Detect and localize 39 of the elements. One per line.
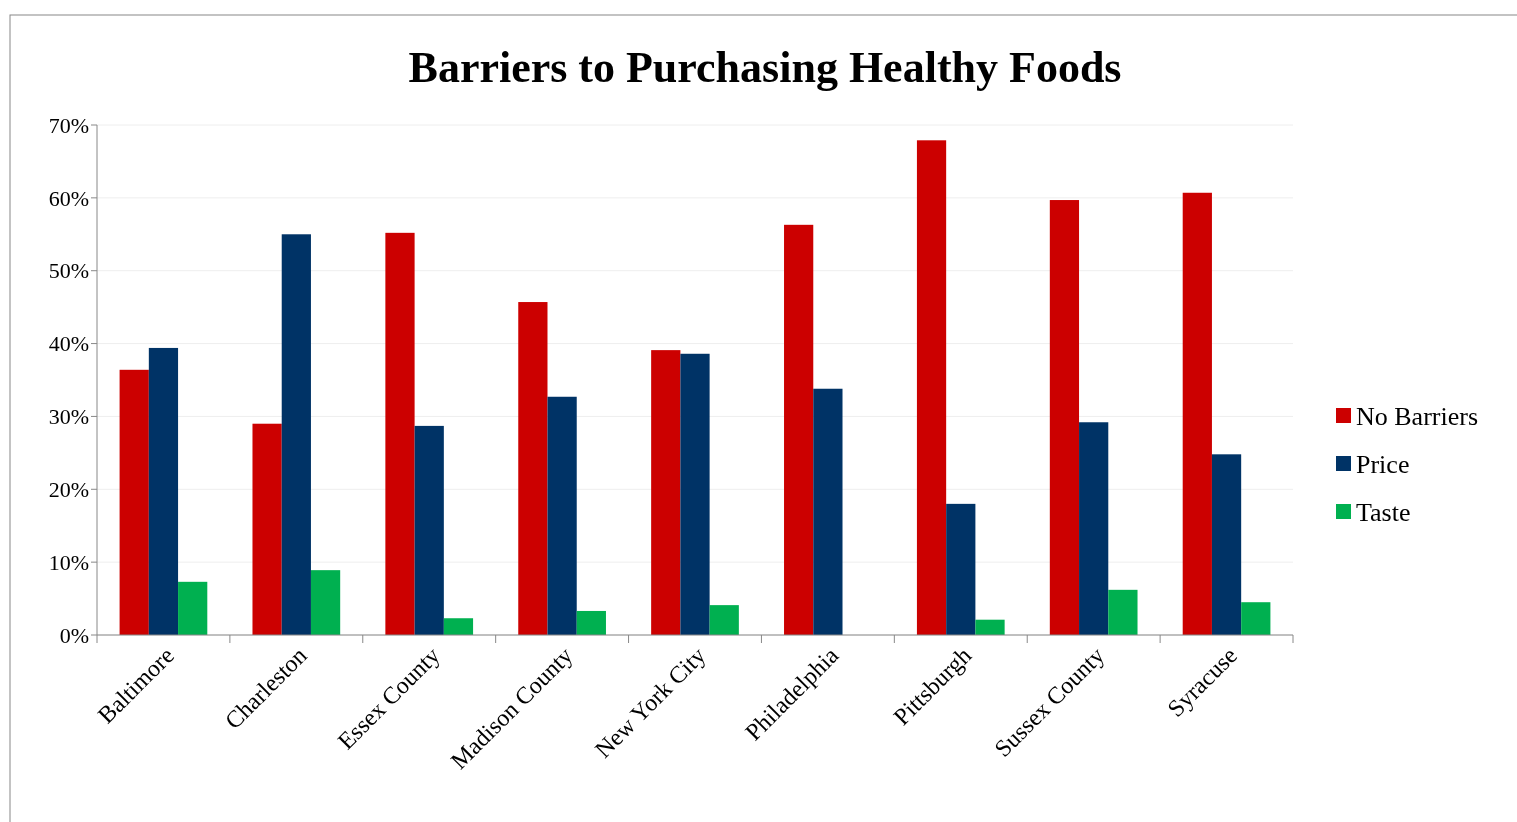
bar: [576, 610, 606, 635]
y-tick-label: 10%: [48, 549, 89, 575]
bar: [281, 234, 311, 635]
bar: [680, 353, 710, 635]
bar: [518, 302, 548, 635]
bar: [1241, 602, 1271, 635]
y-tick-label: 60%: [48, 185, 89, 211]
bar: [1079, 422, 1109, 635]
bar: [946, 503, 976, 635]
bar: [709, 605, 739, 635]
bar: [975, 619, 1005, 635]
bar: [1211, 454, 1242, 635]
y-tick-label: 0%: [59, 622, 89, 648]
bar: [310, 570, 341, 635]
bar: [813, 388, 843, 635]
bar: [443, 618, 474, 635]
y-tick-label: 70%: [48, 112, 89, 138]
chart-title: Barriers to Purchasing Healthy Foods: [408, 43, 1122, 92]
bar: [784, 224, 814, 635]
bar: [1108, 589, 1138, 635]
bar: [178, 581, 208, 635]
bar: [916, 140, 947, 635]
x-tick-label: New York City: [589, 642, 711, 763]
legend-label: Price: [1356, 450, 1410, 480]
bar: [252, 423, 282, 635]
bar: [547, 396, 577, 635]
y-tick-label: 20%: [48, 476, 89, 502]
bar: [148, 347, 179, 635]
bar: [651, 350, 681, 635]
bar: [119, 369, 149, 635]
bar: [1182, 192, 1212, 635]
bar: [385, 232, 415, 635]
y-tick-label: 50%: [48, 258, 89, 284]
bar: [414, 425, 444, 635]
y-tick-label: 30%: [48, 404, 89, 430]
bar: [1049, 200, 1080, 635]
y-tick-label: 40%: [48, 331, 89, 357]
legend-label: No Barriers: [1356, 402, 1479, 432]
legend-label: Taste: [1356, 498, 1411, 528]
